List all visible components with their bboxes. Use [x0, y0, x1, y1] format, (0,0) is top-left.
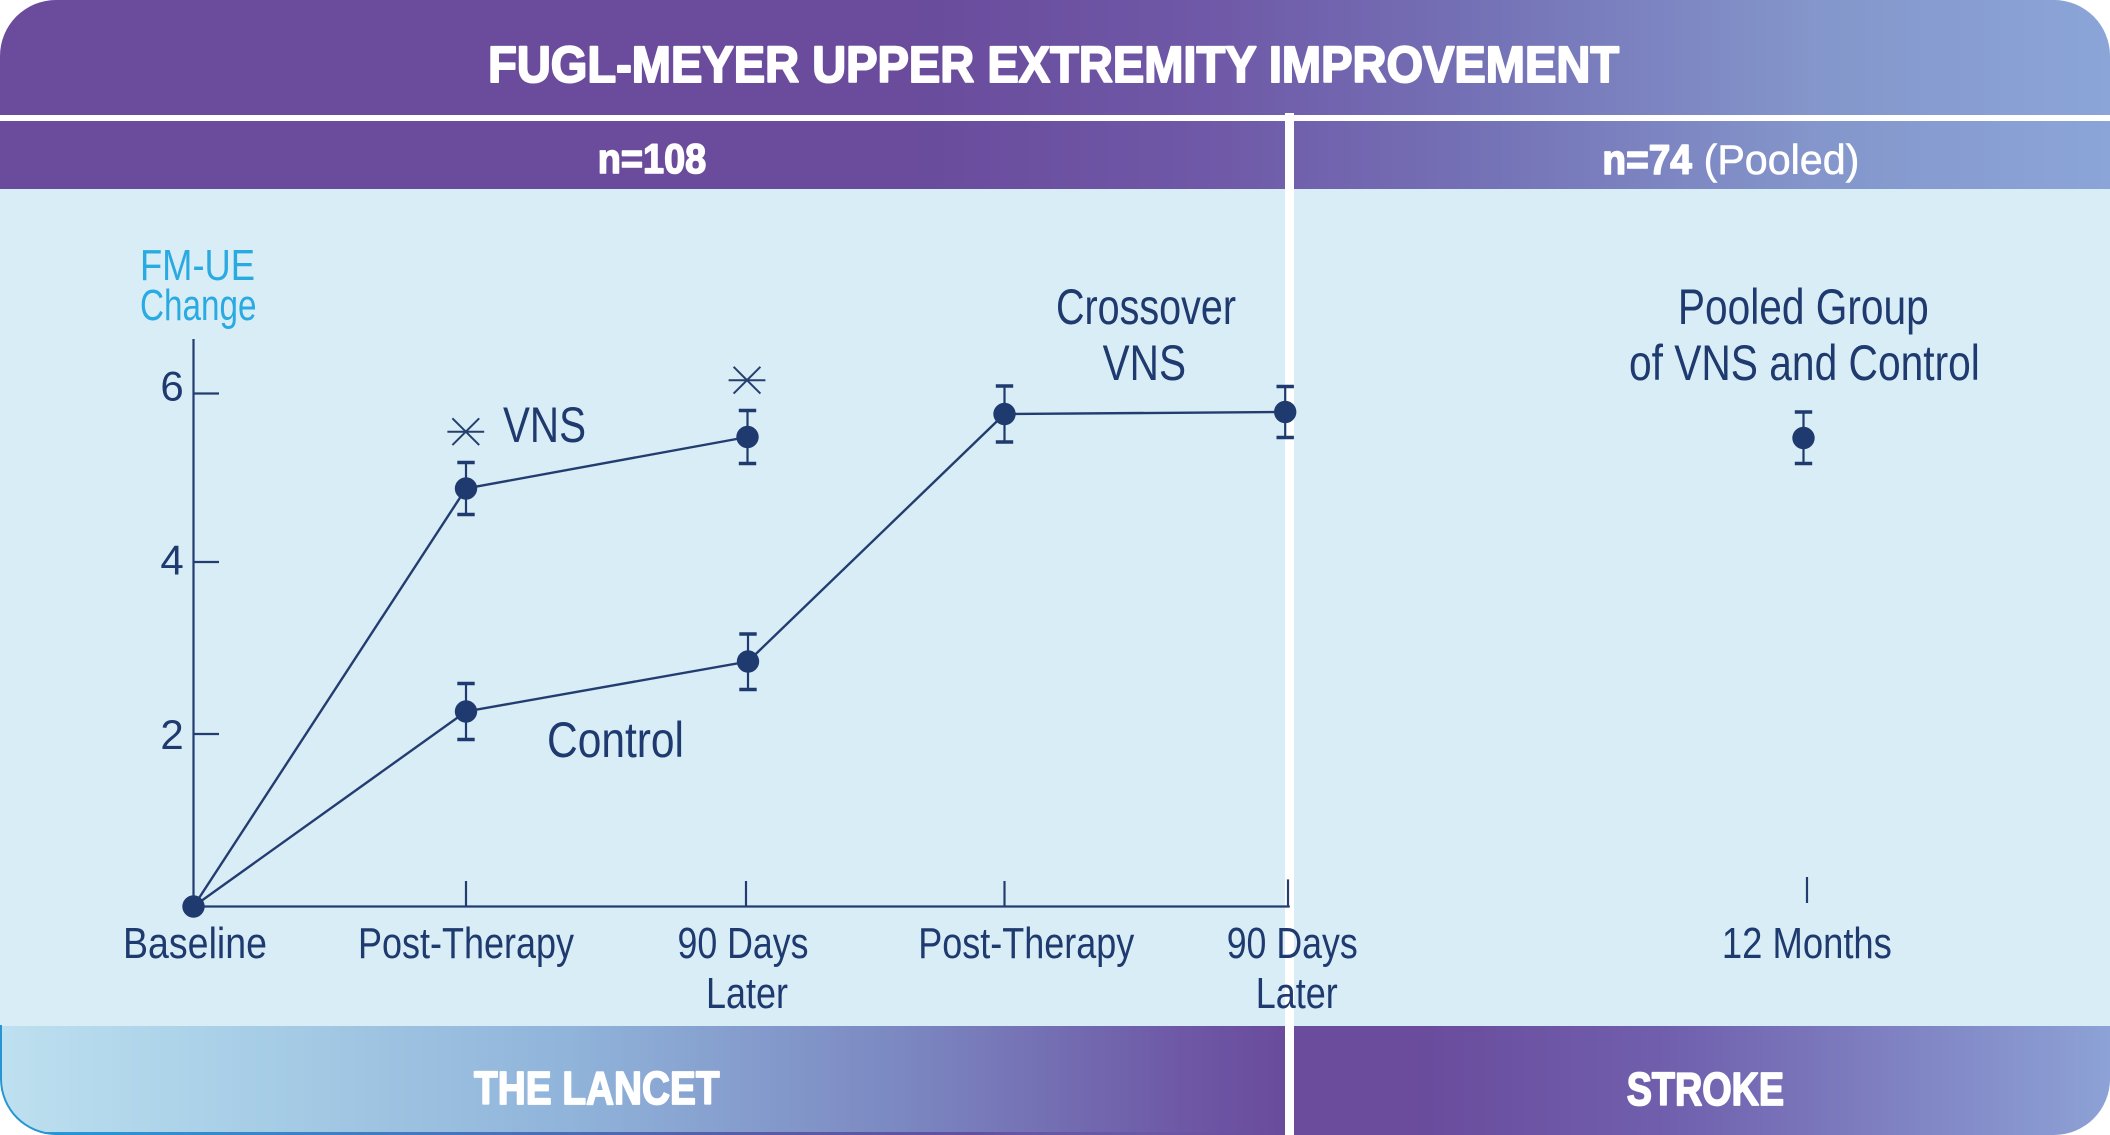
svg-text:Control: Control [547, 712, 684, 768]
svg-text:VNS: VNS [503, 397, 586, 453]
svg-text:VNS: VNS [1103, 335, 1186, 391]
svg-text:Crossover: Crossover [1056, 279, 1236, 335]
svg-text:2: 2 [160, 711, 183, 758]
svg-text:Change: Change [140, 281, 257, 330]
svg-text:12 Months: 12 Months [1722, 919, 1892, 968]
svg-text:(Pooled): (Pooled) [1704, 136, 1860, 183]
svg-text:6: 6 [160, 363, 183, 410]
svg-text:Pooled Group: Pooled Group [1678, 279, 1929, 335]
svg-text:90 Days: 90 Days [678, 919, 809, 968]
svg-text:Later: Later [706, 969, 788, 1018]
svg-text:4: 4 [160, 537, 183, 584]
svg-text:THE LANCET: THE LANCET [474, 1062, 720, 1114]
svg-text:FM-UE: FM-UE [140, 241, 255, 290]
svg-text:n=108: n=108 [598, 135, 706, 182]
svg-text:STROKE: STROKE [1627, 1063, 1784, 1115]
svg-text:n=74: n=74 [1602, 136, 1692, 183]
svg-text:Post-Therapy: Post-Therapy [358, 919, 574, 968]
svg-text:of VNS and Control: of VNS and Control [1629, 335, 1980, 391]
svg-text:FUGL-MEYER UPPER EXTREMITY IMP: FUGL-MEYER UPPER EXTREMITY IMPROVEMENT [488, 36, 1619, 93]
svg-text:Later: Later [1256, 969, 1338, 1018]
svg-text:Baseline: Baseline [123, 919, 267, 968]
svg-text:90 Days: 90 Days [1227, 919, 1358, 968]
svg-text:Post-Therapy: Post-Therapy [918, 919, 1134, 968]
